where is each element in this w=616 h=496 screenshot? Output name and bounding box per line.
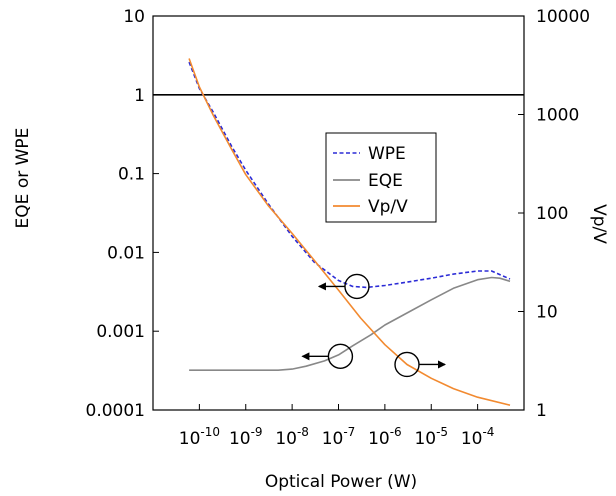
x-tick-label: 10-10: [179, 425, 220, 449]
axes-layer: 10-10 10-9 10-8 10-7 10-6 10-5 10-4 10 1 0.1 0.01 0…: [86, 7, 591, 449]
series-layer: [188, 58, 511, 406]
y-right-tick-label: 1000: [536, 106, 579, 126]
y-right-tick-label: 10: [536, 303, 558, 323]
y-right-axis-title: Vp/V: [589, 204, 609, 244]
annotation-1: [317, 273, 370, 300]
annotation-3: [394, 351, 447, 378]
y-right-tick-label: 1: [536, 401, 547, 421]
annotation-layer: [301, 273, 447, 378]
series-line-eqe: [189, 276, 511, 372]
y-left-tick-label: 0.1: [118, 165, 145, 185]
y-left-tick-label: 10: [123, 7, 145, 27]
y-right-tick-label: 10000: [536, 7, 590, 27]
annotation-circle: [327, 343, 354, 370]
y-left-tick-label: 1: [134, 86, 145, 106]
series-line-vp-v: [188, 58, 511, 406]
x-tick-label: 10-4: [461, 425, 495, 449]
x-tick-label: 10-7: [322, 425, 356, 449]
x-tick-label: 10-5: [414, 425, 448, 449]
legend: WPE EQE Vp/V: [325, 132, 437, 223]
annotation-2: [301, 343, 354, 370]
legend-label-vpv: Vp/V: [368, 197, 408, 217]
x-axis-title: Optical Power (W): [265, 472, 417, 492]
y-left-tick-label: 0.01: [107, 243, 145, 263]
y-left-axis-title: EQE or WPE: [13, 128, 33, 229]
y-left-tick-label: 0.001: [96, 322, 145, 342]
legend-label-eqe: EQE: [368, 171, 403, 191]
y-right-tick-label: 100: [536, 204, 568, 224]
y-left-tick-label: 0.0001: [86, 401, 145, 421]
legend-label-wpe: WPE: [368, 144, 406, 164]
legend-box: [325, 132, 437, 223]
x-tick-label: 10-8: [275, 425, 309, 449]
x-tick-label: 10-6: [368, 425, 402, 449]
x-tick-label: 10-9: [229, 425, 263, 449]
